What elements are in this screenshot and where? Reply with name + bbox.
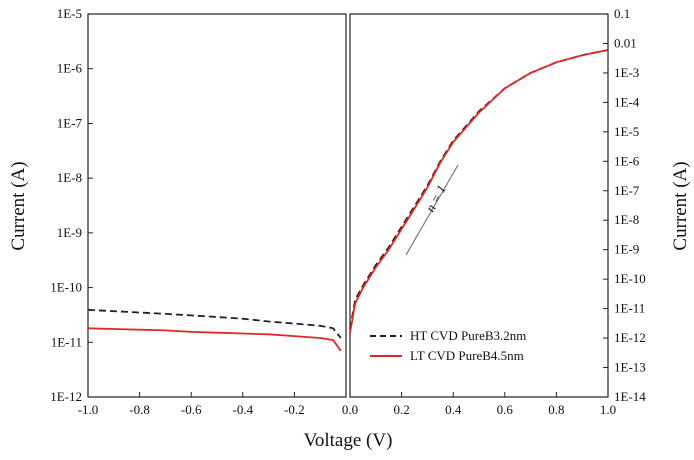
y-tick-label: 1E-6 xyxy=(57,61,83,76)
y-tick-label: 1E-12 xyxy=(614,330,646,345)
right-panel-ticks: 1E-14 1E-13 1E-12 1E-11 1E-10 1E-9 1E-8 1E-7 1E-… xyxy=(342,6,646,417)
left-series-ht xyxy=(87,309,342,339)
left-panel-ticks: 1E-12 1E-11 1E-10 1E-9 1E-8 1E-7 1E-6 1E-5 -1.0 -… xyxy=(50,6,304,417)
left-y-axis-label: Current (A) xyxy=(8,161,29,250)
x-tick-label: 0.2 xyxy=(393,402,409,417)
x-tick-label: 0.8 xyxy=(548,402,564,417)
y-tick-label: 1E-11 xyxy=(614,301,645,316)
x-tick-label: -0.2 xyxy=(284,402,305,417)
y-tick-label: 1E-10 xyxy=(50,280,82,295)
left-panel-frame xyxy=(87,13,347,398)
x-tick-label: -1.0 xyxy=(78,402,99,417)
y-tick-label: 1E-6 xyxy=(614,153,640,168)
y-tick-label: 1E-4 xyxy=(614,94,640,109)
x-tick-label: -0.6 xyxy=(181,402,202,417)
y-tick-label: 1E-5 xyxy=(57,6,82,21)
right-series-lt xyxy=(349,49,609,334)
y-tick-label: 0.1 xyxy=(614,6,630,21)
y-tick-label: 1E-14 xyxy=(614,389,646,404)
y-tick-label: 1E-9 xyxy=(57,225,82,240)
ideality-slope-guide xyxy=(405,164,459,256)
legend-label-lt: LT CVD PureB4.5nm xyxy=(410,348,524,363)
x-tick-label: 0.6 xyxy=(497,402,514,417)
y-tick-label: 1E-5 xyxy=(614,124,639,139)
y-tick-label: 1E-3 xyxy=(614,65,639,80)
x-tick-label: -0.4 xyxy=(233,402,254,417)
y-tick-label: 1E-11 xyxy=(51,334,82,349)
left-series-lt xyxy=(87,327,342,352)
y-tick-label: 0.01 xyxy=(614,35,637,50)
x-tick-label: 0.4 xyxy=(445,402,462,417)
x-tick-label: 0.0 xyxy=(342,402,358,417)
legend: HT CVD PureB3.2nm LT CVD PureB4.5nm xyxy=(370,328,526,363)
y-tick-label: 1E-7 xyxy=(614,183,640,198)
right-panel-series xyxy=(349,49,609,334)
x-axis-label: Voltage (V) xyxy=(304,430,393,451)
right-panel-frame xyxy=(349,13,609,398)
y-tick-label: 1E-7 xyxy=(57,115,83,130)
x-tick-label: 1.0 xyxy=(600,402,616,417)
right-y-axis-label: Current (A) xyxy=(670,161,691,250)
y-tick-label: 1E-9 xyxy=(614,242,639,257)
legend-label-ht: HT CVD PureB3.2nm xyxy=(410,328,526,343)
x-tick-label: -0.8 xyxy=(129,402,150,417)
y-tick-label: 1E-10 xyxy=(614,271,646,286)
right-series-ht xyxy=(349,49,609,330)
y-tick-label: 1E-8 xyxy=(57,170,82,185)
left-panel-series xyxy=(87,309,342,352)
y-tick-label: 1E-12 xyxy=(50,389,82,404)
y-tick-label: 1E-8 xyxy=(614,212,639,227)
y-tick-label: 1E-13 xyxy=(614,360,646,375)
